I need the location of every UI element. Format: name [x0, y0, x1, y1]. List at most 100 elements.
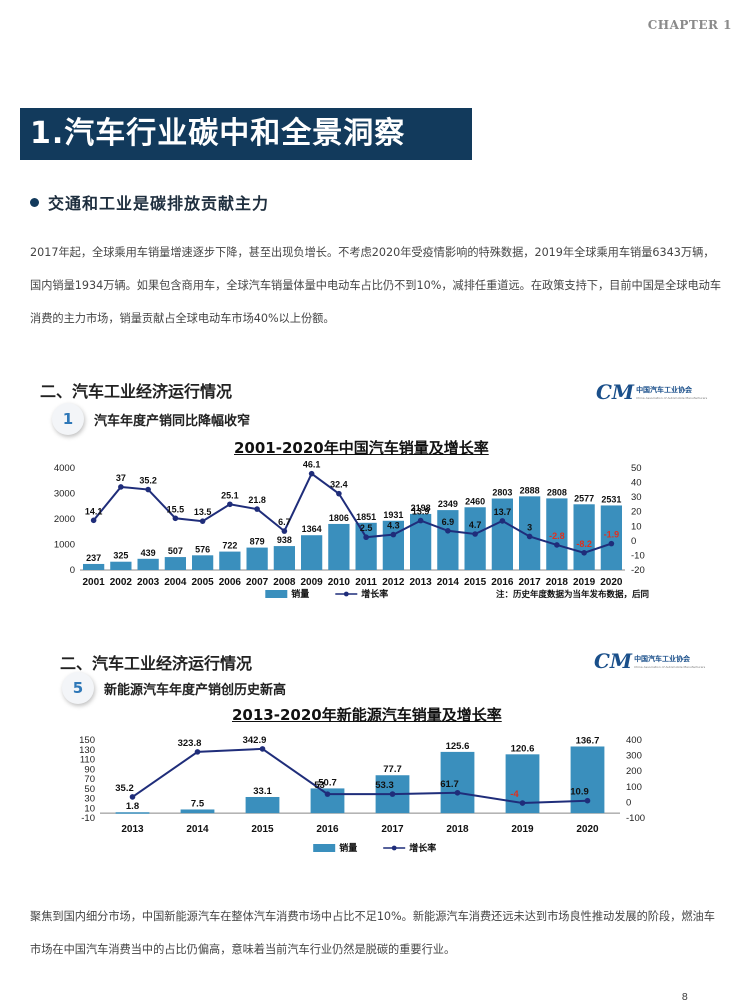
- chart1-title: 2001-2020年中国汽车销量及增长率: [234, 439, 489, 457]
- category-tick-label: 2014: [186, 824, 209, 835]
- growth-rate-point: [118, 484, 124, 490]
- growth-rate-point: [581, 550, 587, 556]
- category-tick-label: 2016: [316, 824, 339, 835]
- growth-rate-point: [227, 501, 233, 508]
- bullet-dot-icon: [30, 197, 39, 207]
- growth-rate-label: 32.4: [330, 480, 348, 490]
- growth-rate-label: 53: [314, 780, 325, 791]
- category-tick-label: 2008: [273, 577, 296, 588]
- intro-paragraph: 2017年起，全球乘用车销量增速逐步下降，甚至出现负增长。不考虑2020年受疫情…: [30, 246, 722, 325]
- growth-rate-label: 13.9: [412, 507, 430, 517]
- growth-rate-point: [608, 540, 615, 547]
- growth-rate-point: [336, 490, 342, 497]
- right-axis-tick-label: 40: [631, 478, 642, 489]
- left-axis-tick-label: 1000: [54, 540, 75, 551]
- growth-rate-label: 35.2: [115, 783, 134, 794]
- logo-name-cn: 中国汽车工业协会: [636, 385, 693, 394]
- growth-rate-point: [584, 797, 591, 804]
- growth-rate-label: 6.7: [278, 517, 291, 527]
- growth-rate-point: [472, 531, 478, 537]
- growth-rate-point: [417, 517, 424, 524]
- growth-rate-label: 21.8: [248, 495, 266, 505]
- growth-rate-label: -4: [510, 789, 519, 800]
- right-axis-tick-label: 50: [631, 463, 642, 474]
- bar-value-label: 77.7: [383, 764, 402, 775]
- bar-sales: [115, 812, 150, 814]
- bar-sales: [491, 498, 514, 570]
- category-tick-label: 2015: [464, 577, 487, 588]
- growth-rate-label: 61.7: [440, 779, 459, 790]
- left-axis-tick-label: 30: [84, 794, 95, 805]
- legend-swatch-sales: [313, 844, 336, 852]
- bar-value-label: 1364: [302, 524, 322, 534]
- growth-rate-label: 35.2: [139, 476, 157, 486]
- caam-logo-icon: CM: [596, 380, 635, 404]
- bar-sales: [191, 555, 214, 570]
- bar-value-label: 1806: [329, 513, 349, 523]
- growth-rate-label: 342.9: [243, 735, 267, 746]
- bar-sales: [82, 563, 105, 570]
- right-axis-tick-label: -10: [631, 550, 645, 561]
- category-tick-label: 2019: [573, 577, 596, 588]
- category-tick-label: 2020: [576, 824, 599, 835]
- left-axis-tick-label: 150: [79, 735, 95, 746]
- category-tick-label: 2010: [328, 577, 351, 588]
- bar-value-label: 2808: [547, 487, 567, 497]
- category-tick-label: 2012: [382, 577, 405, 588]
- growth-rate-label: -8.2: [576, 539, 592, 549]
- growth-rate-point: [281, 528, 288, 534]
- bar-value-label: 2460: [465, 496, 485, 506]
- logo-name-en: China Association of Automobile Manufact…: [634, 664, 706, 669]
- bar-sales: [355, 522, 377, 570]
- growth-rate-label: 10.9: [570, 787, 589, 798]
- category-tick-label: 2020: [600, 577, 623, 588]
- category-tick-label: 2017: [519, 577, 542, 588]
- bar-value-label: 722: [222, 541, 237, 551]
- left-axis-tick-label: 10: [84, 803, 95, 814]
- bar-value-label: 2888: [520, 485, 540, 495]
- category-tick-label: 2014: [437, 577, 460, 588]
- bar-sales: [573, 504, 595, 570]
- closing-paragraph: 聚焦到国内细分市场，中国新能源汽车在整体汽车消费市场中占比不足10%。新能源汽车…: [30, 910, 715, 956]
- bar-sales: [164, 557, 187, 570]
- bar-sales: [219, 551, 241, 570]
- growth-rate-label: 25.1: [221, 490, 239, 500]
- growth-rate-point: [363, 534, 369, 541]
- bar-sales: [600, 505, 623, 570]
- right-axis-tick-label: 400: [626, 735, 642, 746]
- logo-name-en: China Association of Automobile Manufact…: [636, 395, 708, 400]
- legend-marker-growth: [391, 845, 397, 851]
- left-axis-tick-label: 130: [79, 745, 95, 756]
- panel2-number-badge: 5: [62, 672, 94, 704]
- growth-rate-label: 53.3: [375, 780, 394, 791]
- bar-value-label: 507: [168, 546, 183, 556]
- growth-rate-point: [445, 528, 451, 534]
- category-tick-label: 2006: [219, 577, 242, 588]
- bar-value-label: 1.8: [126, 801, 139, 812]
- growth-rate-line: [131, 747, 588, 805]
- category-tick-label: 2003: [137, 577, 160, 588]
- category-tick-label: 2005: [192, 577, 215, 588]
- right-axis-tick-label: 100: [626, 782, 642, 793]
- bar-value-label: 2349: [438, 499, 458, 509]
- category-tick-label: 2018: [446, 824, 469, 835]
- legend-marker-growth: [343, 591, 349, 597]
- panel2-subtitle: 新能源汽车年度产销创历史新高: [104, 682, 287, 698]
- growth-rate-label: 4.7: [469, 520, 482, 530]
- growth-rate-label: -2.8: [549, 531, 565, 541]
- caam-logo-icon: CM: [594, 649, 633, 673]
- growth-rate-point: [259, 746, 266, 752]
- legend-swatch-sales: [265, 590, 288, 598]
- bar-value-label: 136.7: [576, 735, 600, 746]
- right-axis-tick-label: 0: [631, 536, 636, 547]
- bar-value-label: 439: [141, 548, 156, 558]
- right-axis-tick-label: 300: [626, 751, 642, 762]
- left-axis-tick-label: 50: [84, 784, 95, 795]
- growth-rate-point: [129, 794, 136, 800]
- panel2-section-heading: 二、汽车工业经济运行情况: [60, 654, 253, 673]
- growth-rate-label: 3: [527, 522, 532, 532]
- panel1-subheading: 1 汽车年度产销同比降幅收窄: [52, 403, 250, 435]
- bar-value-label: 2198: [411, 503, 431, 513]
- bar-value-label: 237: [86, 553, 101, 563]
- bar-sales: [300, 535, 323, 570]
